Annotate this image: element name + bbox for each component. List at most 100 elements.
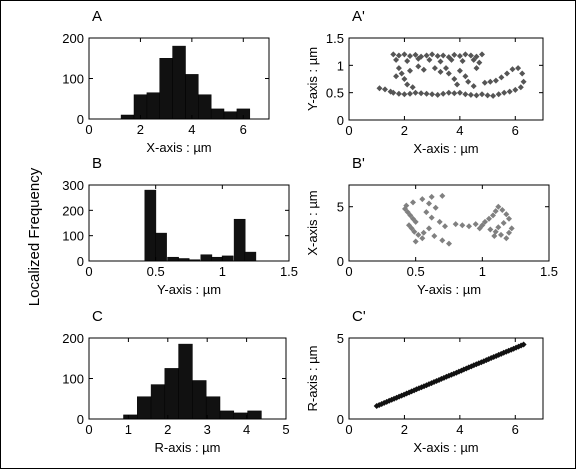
scatter-point <box>490 92 497 99</box>
y-tick-label: 200 <box>62 203 84 218</box>
scatter-point <box>470 56 477 63</box>
scatter-point <box>442 223 448 230</box>
y-tick-label: 100 <box>62 229 84 244</box>
scatter-point <box>495 203 502 210</box>
scatter-point <box>434 53 441 59</box>
x-tick-label: 2 <box>137 122 144 137</box>
scatter-point <box>440 52 447 59</box>
scatter-point <box>499 207 506 213</box>
y-axis-label: Y-axis : µm <box>305 47 320 111</box>
bar <box>221 255 234 262</box>
x-tick-label: 4 <box>243 422 250 437</box>
scatter-point <box>407 67 413 74</box>
scatter-point <box>476 59 483 66</box>
x-axis-label: X-axis : µm <box>146 140 211 155</box>
scatter-point <box>420 66 427 73</box>
scatter-point <box>390 89 397 96</box>
scatter-point <box>411 228 418 235</box>
x-tick-label: 0.5 <box>147 264 165 279</box>
scatter-point <box>393 73 400 80</box>
scatter-point <box>376 85 383 92</box>
x-tick-label: 2 <box>401 422 408 437</box>
scatter-point <box>462 73 469 80</box>
scatter-point <box>418 90 425 97</box>
x-axis-label: X-axis : µm <box>413 141 478 156</box>
y-axis-label: X-axis : µm <box>305 190 320 255</box>
scatter-point <box>476 225 483 232</box>
bar <box>155 232 167 262</box>
panel-b: 0 0.5 1 1.5 0 100 200 300 Y-axis : µm B <box>62 155 298 297</box>
x-tick-label: 2 <box>401 123 408 138</box>
bar <box>233 218 246 262</box>
scatter-point <box>506 88 513 95</box>
y-tick-label: 0 <box>77 112 84 127</box>
scatter-point <box>407 90 413 97</box>
axes-box <box>348 184 550 262</box>
x-axis-label: Y-axis : µm <box>417 282 481 297</box>
scatter-point <box>451 51 458 58</box>
y-tick-label: 1.5 <box>326 31 344 46</box>
bar <box>198 94 212 120</box>
x-tick-label: 5 <box>282 422 289 437</box>
x-tick-label: 0 <box>345 123 352 138</box>
panel-label: A <box>92 8 102 25</box>
scatter-point <box>382 86 388 93</box>
scatter-point <box>487 226 494 233</box>
axes-box <box>348 37 544 121</box>
y-tick-label: 100 <box>62 72 84 87</box>
scatter-point <box>437 68 444 75</box>
scatter-point <box>491 233 498 239</box>
scatter-point <box>395 65 402 72</box>
scatter-point <box>423 52 430 59</box>
scatter-point <box>520 341 527 348</box>
scatter-point <box>390 51 397 58</box>
panel-label: C <box>92 308 103 325</box>
scatter-point <box>415 231 422 238</box>
scatter-point <box>451 76 458 82</box>
scatter-point <box>487 78 494 85</box>
scatter-point <box>407 53 413 59</box>
bar <box>200 254 213 262</box>
scatter-point <box>470 83 477 90</box>
y-tick-label: 0 <box>337 412 344 427</box>
scatter-point <box>443 65 449 72</box>
scatter-point <box>503 235 510 242</box>
panel-a: 0 2 4 6 0 100 200 X-axis : µm A <box>62 8 270 155</box>
panel-label: C' <box>352 308 366 325</box>
bar <box>137 396 152 420</box>
axes-box <box>88 184 290 262</box>
scatter-point <box>412 238 419 245</box>
x-tick-label: 0 <box>85 122 92 137</box>
scatter-point <box>428 193 435 200</box>
scatter-point <box>459 58 466 64</box>
x-tick-label: 1 <box>125 422 132 437</box>
scatter-point <box>454 81 461 88</box>
scatter-point <box>472 221 479 228</box>
scatter-point <box>517 84 524 91</box>
x-axis-label: X-axis : µm <box>413 440 478 455</box>
scatter-point <box>437 58 444 65</box>
bar <box>223 111 238 120</box>
x-tick-label: 6 <box>512 123 519 138</box>
scatter-point <box>445 70 452 77</box>
scatter-point <box>412 89 419 96</box>
scatter-point <box>473 53 480 60</box>
x-axis-label: Y-axis : µm <box>157 282 221 297</box>
scatter-point <box>459 222 466 229</box>
scatter-point <box>519 70 526 77</box>
x-tick-label: 4 <box>188 122 195 137</box>
x-tick-label: 1 <box>219 264 226 279</box>
scatter-point <box>506 229 512 236</box>
scatter-point <box>401 91 408 98</box>
scatter-point <box>467 52 474 59</box>
scatter-point <box>500 220 507 226</box>
bar <box>150 384 166 420</box>
x-tick-label: 6 <box>512 422 519 437</box>
scatter-point <box>434 91 441 98</box>
scatter-point <box>520 78 527 85</box>
scatter-point <box>504 70 510 77</box>
scatter-point <box>419 196 426 203</box>
scatter-point <box>419 235 426 242</box>
panel-b-prime: 0 0.5 1 1.5 0 5 Y-axis : µm X-axis : µm B' <box>305 155 558 297</box>
